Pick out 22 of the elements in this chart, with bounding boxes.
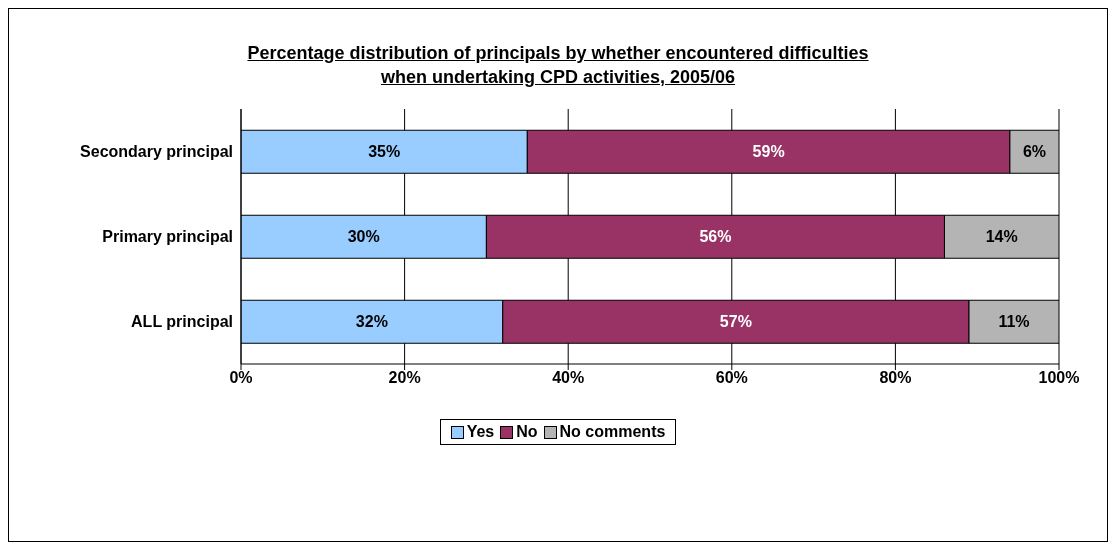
x-tick-label: 0% (229, 369, 253, 387)
x-tick-label: 100% (1038, 369, 1080, 387)
x-tick-label: 20% (388, 369, 421, 387)
legend-label: No (516, 423, 538, 441)
x-tick-label: 40% (552, 369, 585, 387)
x-tick-label: 80% (879, 369, 912, 387)
data-label: 59% (752, 143, 785, 161)
data-label: 32% (355, 313, 388, 331)
data-label: 57% (719, 313, 752, 331)
data-label: 14% (985, 228, 1018, 246)
data-label: 35% (368, 143, 401, 161)
chart-title: Percentage distribution of principals by whether encountered difficulties when undertaking CPD activities, 2005/06 (246, 42, 870, 89)
data-label: 56% (699, 228, 732, 246)
legend-label: Yes (466, 423, 495, 441)
data-label: 6% (1022, 143, 1047, 161)
y-tick-label: ALL principal (131, 313, 233, 331)
y-tick-label: Primary principal (102, 228, 233, 246)
y-tick-label: Secondary principal (80, 143, 233, 161)
data-label: 30% (347, 228, 380, 246)
x-tick-label: 60% (715, 369, 748, 387)
legend-label: No comments (559, 423, 666, 441)
data-label: 11% (998, 313, 1030, 331)
